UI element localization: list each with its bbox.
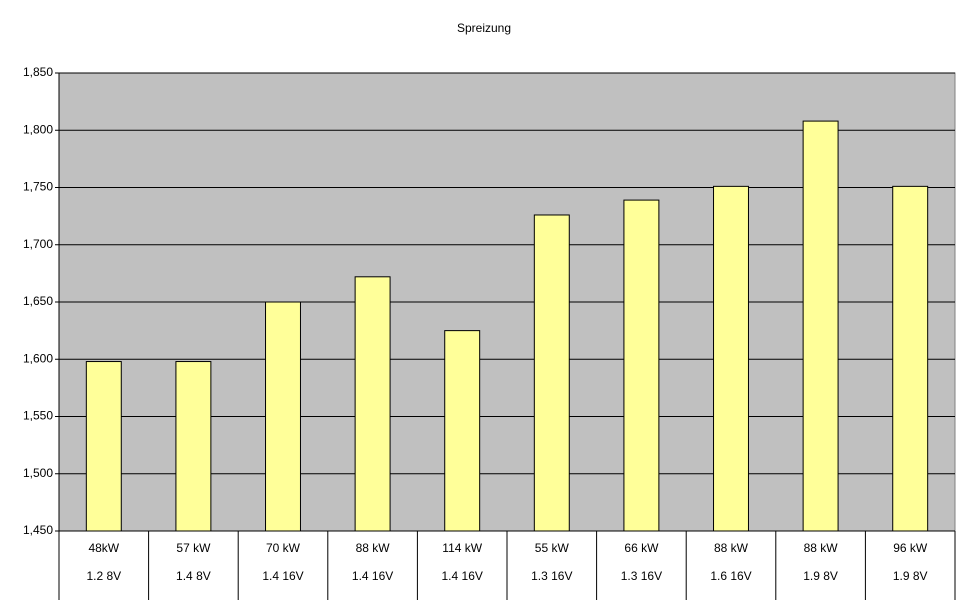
y-tick-label: 1,500 [23,466,53,480]
y-tick-label: 1,600 [23,351,53,365]
x-tick-sublabel: 1.2 8V [86,569,121,583]
x-tick-sublabel: 1.3 16V [621,569,662,583]
x-tick-label: 88 kW [804,541,839,555]
x-tick-sublabel: 1.4 16V [442,569,483,583]
x-tick-sublabel: 1.3 16V [531,569,572,583]
bar [354,276,391,532]
bar [533,214,570,532]
x-tick-label: 55 kW [535,541,570,555]
x-tick-sublabel: 1.6 16V [710,569,751,583]
y-tick-label: 1,750 [23,180,53,194]
x-tick-sublabel: 1.4 16V [262,569,303,583]
chart-title: Spreizung [457,21,511,35]
bar [802,120,839,532]
x-tick-label: 96 kW [893,541,928,555]
y-tick-label: 1,800 [23,122,53,136]
x-tick-label: 88 kW [714,541,749,555]
bar [175,361,212,532]
bar [85,361,122,532]
x-tick-label: 88 kW [356,541,391,555]
x-tick-sublabel: 1.4 8V [176,569,211,583]
y-tick-label: 1,450 [23,523,53,537]
x-tick-label: 57 kW [176,541,211,555]
x-tick-label: 48kW [88,541,119,555]
y-tick-label: 1,650 [23,294,53,308]
y-tick-label: 1,850 [23,65,53,79]
x-tick-sublabel: 1.9 8V [803,569,838,583]
bar [713,185,749,532]
bar [444,330,481,532]
x-tick-sublabel: 1.4 16V [352,569,393,583]
bar [623,199,660,532]
x-tick-label: 66 kW [624,541,659,555]
y-tick-label: 1,700 [23,237,53,251]
bar [265,301,301,532]
y-tick-label: 1,550 [23,409,53,423]
bar [892,185,929,532]
x-tick-sublabel: 1.9 8V [893,569,928,583]
x-tick-label: 70 kW [266,541,301,555]
x-tick-label: 114 kW [442,541,482,555]
